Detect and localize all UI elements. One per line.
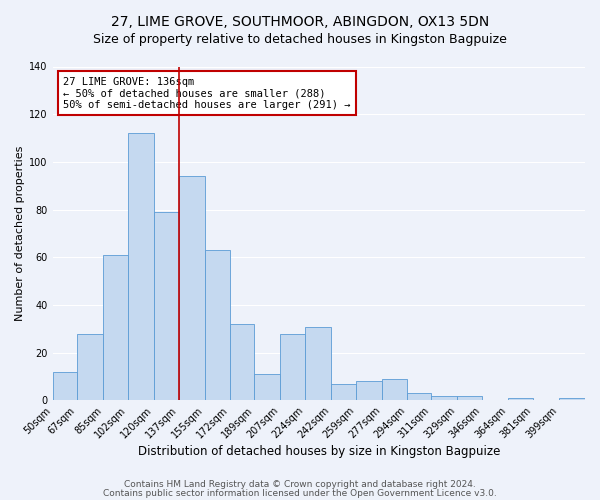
Text: 27, LIME GROVE, SOUTHMOOR, ABINGDON, OX13 5DN: 27, LIME GROVE, SOUTHMOOR, ABINGDON, OX1… [111, 15, 489, 29]
Text: Contains HM Land Registry data © Crown copyright and database right 2024.: Contains HM Land Registry data © Crown c… [124, 480, 476, 489]
Bar [254, 374, 280, 400]
Bar [508, 398, 533, 400]
Text: Size of property relative to detached houses in Kingston Bagpuize: Size of property relative to detached ho… [93, 32, 507, 46]
Bar [382, 379, 407, 400]
Bar [103, 255, 128, 400]
Bar [77, 334, 103, 400]
Bar [407, 394, 431, 400]
Bar [431, 396, 457, 400]
Bar [305, 326, 331, 400]
X-axis label: Distribution of detached houses by size in Kingston Bagpuize: Distribution of detached houses by size … [137, 444, 500, 458]
Bar [179, 176, 205, 400]
Bar [559, 398, 585, 400]
Text: Contains public sector information licensed under the Open Government Licence v3: Contains public sector information licen… [103, 489, 497, 498]
Bar [205, 250, 230, 400]
Bar [356, 382, 382, 400]
Bar [53, 372, 77, 400]
Bar [280, 334, 305, 400]
Bar [230, 324, 254, 400]
Bar [128, 134, 154, 400]
Bar [331, 384, 356, 400]
Text: 27 LIME GROVE: 136sqm
← 50% of detached houses are smaller (288)
50% of semi-det: 27 LIME GROVE: 136sqm ← 50% of detached … [63, 76, 350, 110]
Bar [154, 212, 179, 400]
Bar [457, 396, 482, 400]
Y-axis label: Number of detached properties: Number of detached properties [15, 146, 25, 321]
